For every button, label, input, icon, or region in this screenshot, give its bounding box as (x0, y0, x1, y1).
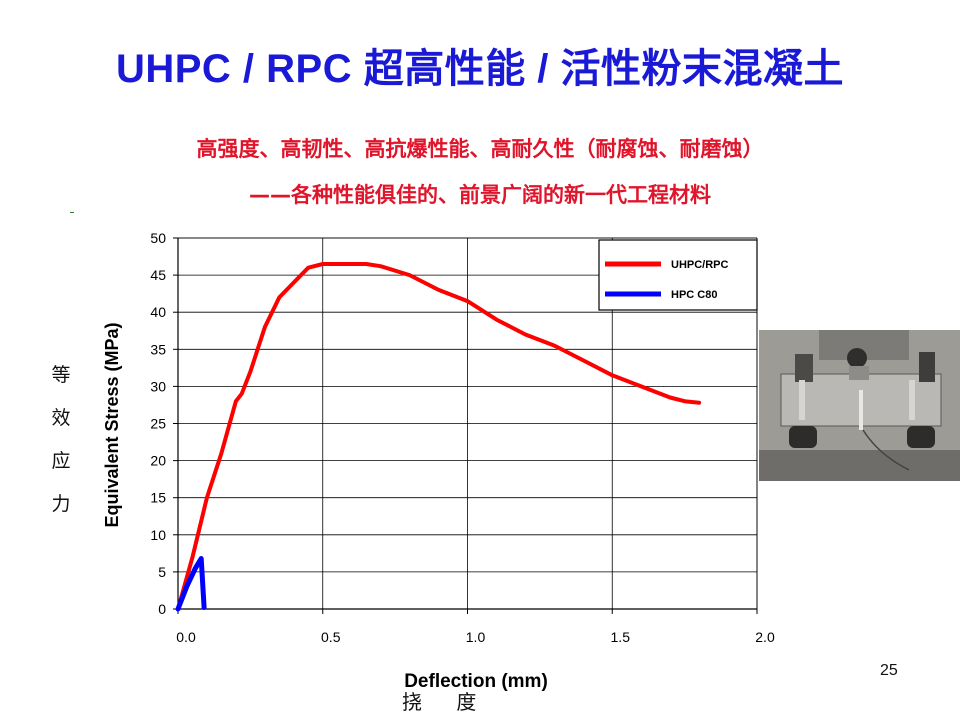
y-tick-label: 10 (150, 527, 166, 543)
chart-legend: UHPC/RPC HPC C80 (599, 240, 757, 310)
y-tick-label: 15 (150, 490, 166, 506)
y-label-char: 等 (48, 354, 74, 397)
legend-label: UHPC/RPC (671, 259, 729, 271)
y-label-char: 力 (48, 483, 74, 526)
legend-label: HPC C80 (671, 289, 717, 301)
x-tick-label: 1.0 (466, 629, 486, 645)
x-tick-label: 0.0 (176, 629, 196, 645)
y-tick-label: 5 (158, 564, 166, 580)
x-tick-label: 0.5 (321, 629, 341, 645)
x-tick-label: 1.5 (611, 629, 631, 645)
x-tick-label: 2.0 (755, 629, 775, 645)
y-axis-label: Equivalent Stress (MPa) (102, 322, 122, 527)
y-tick-label: 45 (150, 267, 166, 283)
y-tick-label: 30 (150, 378, 166, 394)
y-label-char: 效 (48, 397, 74, 440)
y-tick-label: 25 (150, 416, 166, 432)
x-axis-label-cn: 挠 度 (402, 686, 490, 715)
y-tick-label: 20 (150, 453, 166, 469)
y-tick-label: 0 (158, 601, 166, 617)
y-label-char: 应 (48, 440, 74, 483)
y-axis-label-cn: 等 效 应 力 (48, 354, 74, 526)
flexural-test-photo (759, 330, 960, 481)
chart-series (178, 264, 699, 609)
page-number: 25 (880, 662, 898, 680)
y-tick-label: 35 (150, 341, 166, 357)
series-line-uhpc (178, 264, 699, 609)
y-tick-label: 50 (150, 230, 166, 246)
y-tick-label: 40 (150, 304, 166, 320)
